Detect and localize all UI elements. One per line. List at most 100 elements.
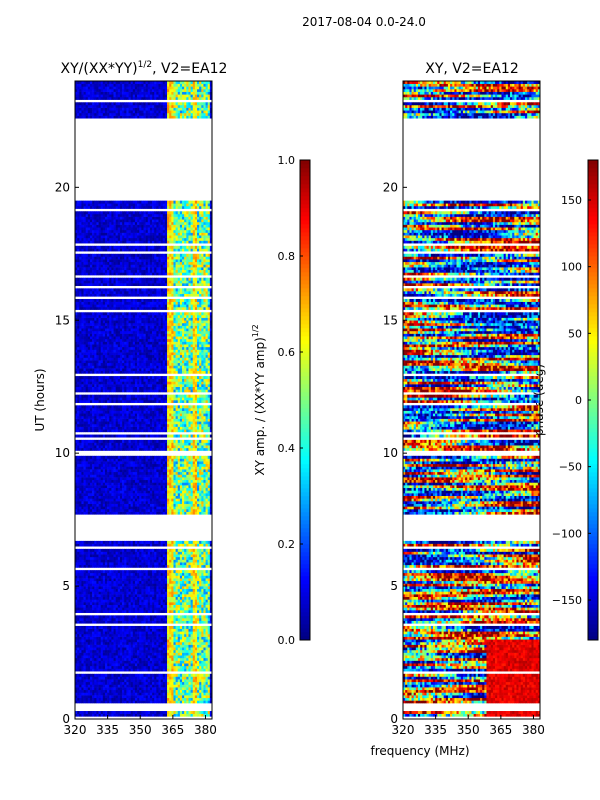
heatmap-cell [102, 689, 106, 693]
heatmap-cell [209, 684, 213, 688]
heatmap-cell [164, 556, 168, 560]
heatmap-cell [158, 495, 161, 499]
heatmap-cell [117, 625, 121, 629]
heatmap-cell [139, 583, 142, 587]
heatmap-cell [205, 490, 209, 494]
heatmap-cell [98, 665, 101, 669]
heatmap-cell [83, 471, 86, 475]
heatmap-cell [197, 660, 200, 664]
heatmap-cell [203, 652, 206, 656]
heatmap-cell [177, 482, 181, 486]
heatmap-cell [119, 615, 123, 619]
heatmap-cell [160, 596, 164, 600]
heatmap-cell [83, 594, 86, 598]
heatmap-cell [154, 687, 157, 691]
heatmap-cell [192, 681, 196, 685]
heatmap-cell [107, 508, 110, 512]
heatmap-cell [209, 633, 213, 637]
heatmap-cell [126, 586, 129, 590]
heatmap-cell [160, 676, 164, 680]
heatmap-cell [143, 689, 146, 693]
heatmap-cell [143, 482, 146, 486]
heatmap-cell [175, 495, 179, 499]
heatmap-cell [203, 655, 206, 659]
heatmap-cell [164, 673, 168, 677]
heatmap-cell [128, 673, 131, 677]
heatmap-cell [190, 625, 194, 629]
heatmap-cell [141, 615, 144, 619]
heatmap-cell [190, 503, 194, 507]
panel1-ylabel: UT (hours) [33, 368, 47, 431]
heatmap-cell [152, 602, 155, 605]
heatmap-cell [141, 508, 144, 512]
heatmap-cell [169, 681, 172, 685]
heatmap-cell [186, 503, 189, 507]
heatmap-cell [143, 610, 146, 613]
heatmap-cell [162, 543, 166, 547]
heatmap-cell [126, 660, 129, 664]
heatmap-cell [77, 673, 80, 677]
heatmap-cell [175, 575, 179, 579]
heatmap-cell [205, 559, 209, 563]
heatmap-cell [184, 655, 187, 659]
heatmap-cell [167, 548, 170, 552]
heatmap-cell [164, 493, 168, 496]
heatmap-cell [141, 548, 144, 552]
heatmap-cell [94, 493, 97, 496]
heatmap-cell [132, 649, 136, 653]
heatmap-cell [89, 562, 93, 566]
heatmap-cell [132, 665, 136, 669]
heatmap-cell [205, 625, 209, 629]
heatmap-cell [179, 641, 183, 645]
heatmap-cell [83, 649, 86, 653]
heatmap-cell [199, 681, 202, 685]
heatmap-cell [145, 508, 149, 512]
heatmap-cell [75, 668, 78, 672]
heatmap-cell [156, 639, 159, 643]
heatmap-cell [173, 562, 176, 566]
heatmap-cell [197, 673, 200, 677]
heatmap-cell [173, 636, 176, 640]
heatmap-cell [104, 487, 108, 491]
heatmap-cell [122, 466, 125, 470]
heatmap-cell [85, 647, 89, 651]
heatmap-cell [132, 463, 136, 467]
heatmap-cell [201, 540, 204, 544]
heatmap-cell [179, 633, 183, 637]
heatmap-cell [199, 684, 202, 688]
heatmap-cell [188, 556, 191, 560]
heatmap-cell [175, 463, 179, 467]
heatmap-cell [171, 591, 174, 595]
heatmap-cell [104, 602, 108, 605]
heatmap-cell [190, 551, 194, 555]
heatmap-cell [209, 562, 213, 566]
heatmap-cell [94, 564, 97, 568]
heatmap-cell [156, 604, 159, 608]
heatmap-cell [171, 564, 174, 568]
heatmap-cell [134, 641, 138, 645]
heatmap-cell [199, 562, 202, 566]
heatmap-cell [156, 599, 159, 603]
heatmap-cell [79, 639, 82, 643]
heatmap-cell [143, 551, 146, 555]
heatmap-cell [192, 495, 196, 499]
heatmap-cell [173, 551, 176, 555]
heatmap-cell [143, 676, 146, 680]
heatmap-cell [126, 501, 129, 504]
heatmap-cell [89, 628, 93, 632]
heatmap-cell [199, 508, 202, 512]
heatmap-cell [126, 687, 129, 691]
heatmap-cell [167, 570, 170, 574]
heatmap-cell [167, 695, 170, 699]
heatmap-cell [139, 543, 142, 547]
heatmap-cell [190, 607, 194, 611]
heatmap-cell [145, 586, 149, 590]
heatmap-cell [192, 641, 196, 645]
heatmap-cell [130, 479, 134, 483]
heatmap-cell [199, 644, 202, 648]
heatmap-cell [203, 684, 206, 688]
heatmap-cell [154, 580, 157, 584]
heatmap-cell [175, 633, 179, 637]
heatmap-cell [75, 501, 78, 504]
heatmap-cell [188, 580, 191, 584]
